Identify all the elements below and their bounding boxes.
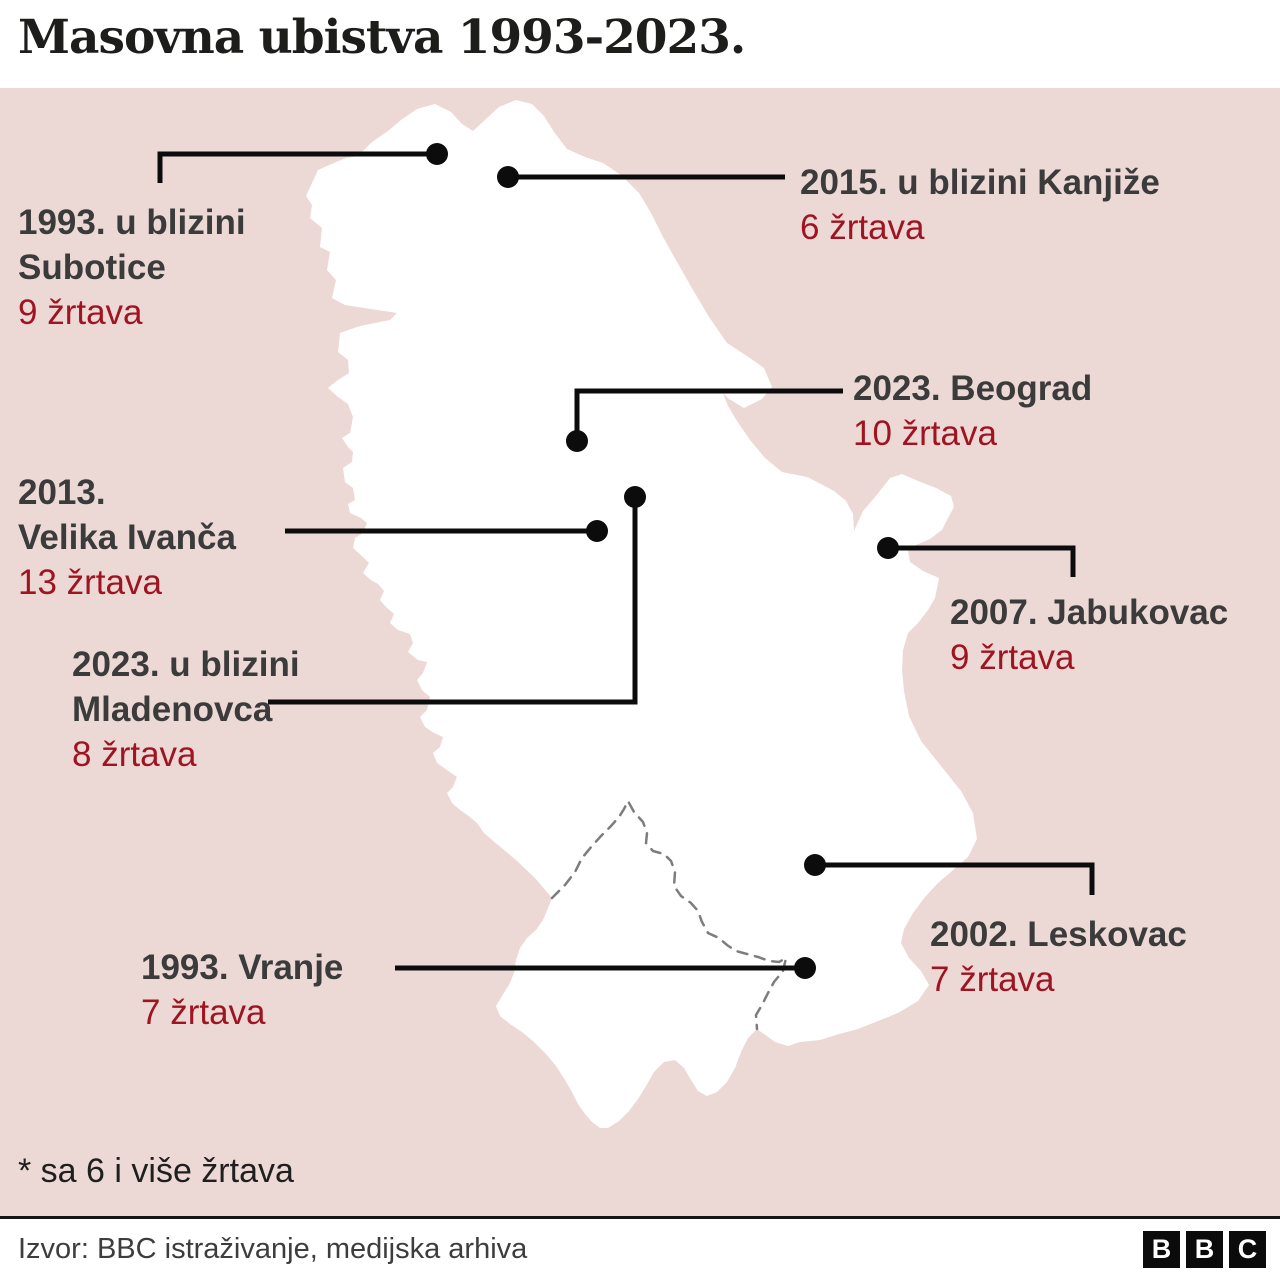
page-title: Masovna ubistva 1993-2023. [18,10,746,65]
source-bar: Izvor: BBC istraživanje, medijska arhiva… [0,1219,1280,1280]
label-subotica-line: Subotice [18,248,166,287]
dot-kanjiza [497,166,519,188]
label-jabukovac: 2007. Jabukovac 9 žrtava [950,590,1228,680]
dot-vranje [794,957,816,979]
label-vranje-line: 1993. Vranje [141,948,344,987]
serbia-map [157,100,1095,1128]
label-velika-ivanca-line: Velika Ivanča [18,518,236,557]
dot-leskovac [804,854,826,876]
dot-jabukovac [877,537,899,559]
bbc-logo-block: B [1143,1231,1180,1268]
connector-subotica [157,151,437,183]
victims-mladenovac: 8 žrtava [72,735,197,774]
connector-leskovac [815,862,1095,895]
location-dots [426,143,899,979]
label-leskovac: 2002. Leskovac 7 žrtava [930,912,1187,1002]
kosovo-dashed-border [550,798,788,1031]
dot-velika-ivanca [586,520,608,542]
victims-velika-ivanca: 13 žrtava [18,563,162,602]
source-text: Izvor: BBC istraživanje, medijska arhiva [18,1233,528,1265]
connector-lines [157,151,1095,971]
label-subotica-line: 1993. u blizini [18,203,246,242]
bbc-logo-block: C [1229,1231,1266,1268]
victims-subotica: 9 žrtava [18,293,143,332]
serbia-shape [306,100,977,1128]
dot-mladenovac [624,486,646,508]
label-subotica: 1993. u blizini Subotice 9 žrtava [18,200,246,335]
connector-beograd [574,388,843,441]
dot-subotica [426,143,448,165]
connector-jabukovac [888,545,1076,577]
connector-mladenovac [268,497,638,705]
bbc-logo-block: B [1186,1231,1223,1268]
label-kanjiza-line: 2015. u blizini Kanjiže [800,163,1160,202]
label-velika-ivanca: 2013. Velika Ivanča 13 žrtava [18,470,236,605]
label-mladenovac-line: 2023. u blizini [72,645,300,684]
dot-beograd [566,430,588,452]
victims-vranje: 7 žrtava [141,993,266,1032]
label-leskovac-line: 2002. Leskovac [930,915,1187,954]
victims-leskovac: 7 žrtava [930,960,1055,999]
label-beograd: 2023. Beograd 10 žrtava [853,366,1092,456]
label-vranje: 1993. Vranje 7 žrtava [141,945,343,1035]
label-jabukovac-line: 2007. Jabukovac [950,593,1229,632]
label-mladenovac: 2023. u blizini Mladenovca 8 žrtava [72,642,300,777]
victims-jabukovac: 9 žrtava [950,638,1075,677]
label-kanjiza: 2015. u blizini Kanjiže 6 žrtava [800,160,1160,250]
footnote: * sa 6 i više žrtava [18,1152,294,1190]
label-beograd-line: 2023. Beograd [853,369,1093,408]
label-mladenovac-line: Mladenovca [72,690,273,729]
victims-kanjiza: 6 žrtava [800,208,925,247]
victims-beograd: 10 žrtava [853,414,997,453]
label-velika-ivanca-line: 2013. [18,473,106,512]
